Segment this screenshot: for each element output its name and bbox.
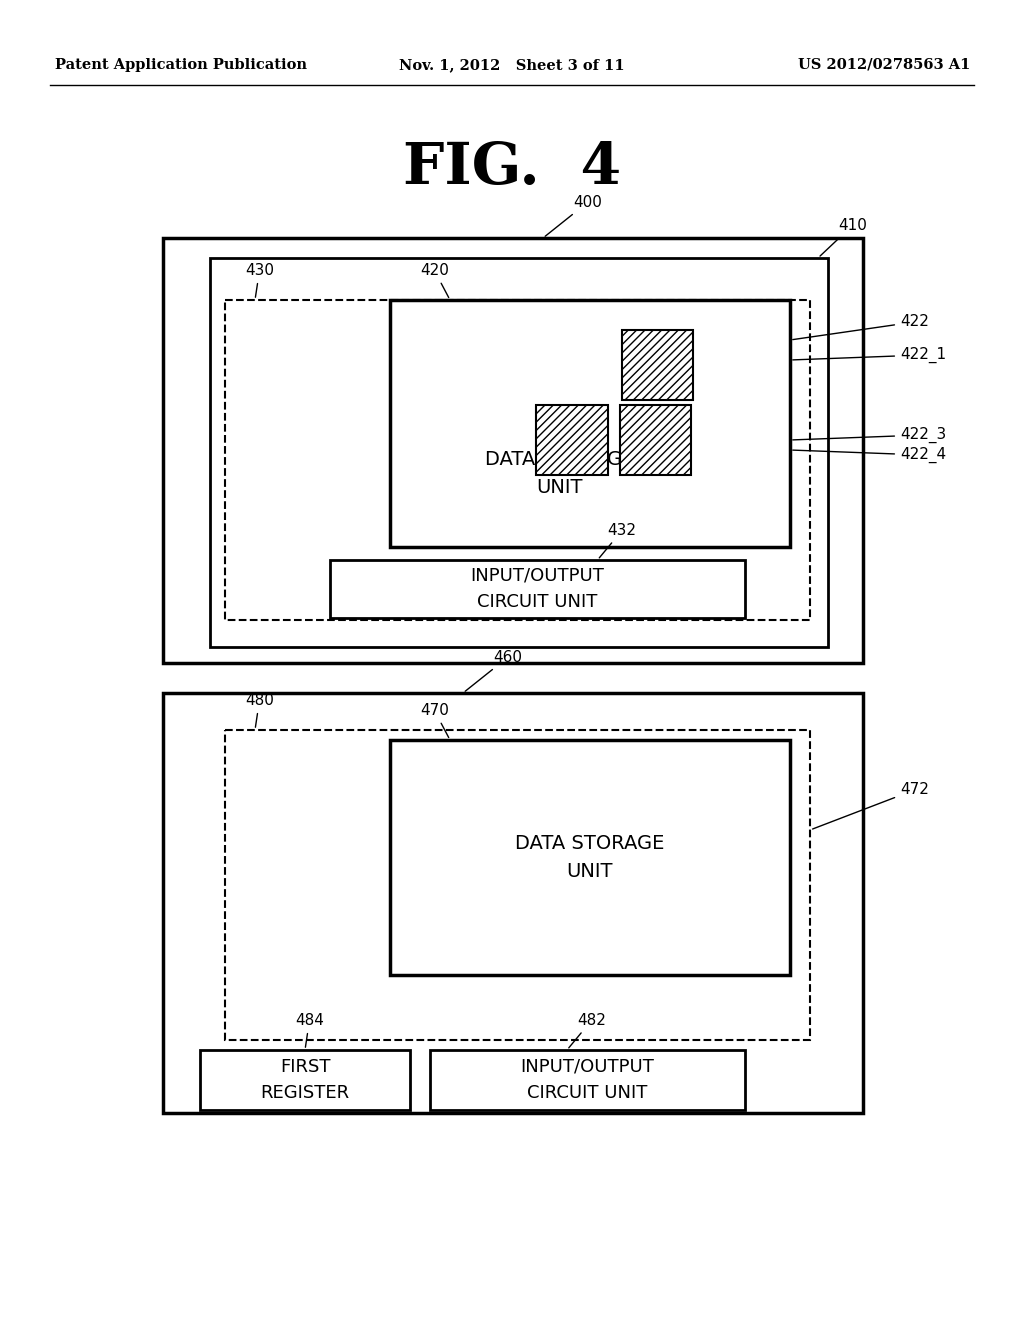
Text: 422: 422	[793, 314, 929, 339]
Text: DATA STORAGE
UNIT: DATA STORAGE UNIT	[515, 834, 665, 880]
Text: FIG.  4: FIG. 4	[402, 140, 622, 195]
Text: 422_4: 422_4	[793, 447, 946, 463]
Bar	[622, 330, 693, 400]
Text: DATA STORAGE
UNIT: DATA STORAGE UNIT	[485, 450, 635, 498]
Bar	[225, 300, 810, 620]
Text: 422_3: 422_3	[793, 426, 946, 444]
Text: 432: 432	[599, 523, 637, 558]
Text: 410: 410	[820, 218, 867, 256]
Text: 482: 482	[568, 1012, 606, 1048]
Text: 400: 400	[545, 195, 602, 236]
Text: Patent Application Publication: Patent Application Publication	[55, 58, 307, 73]
Bar	[200, 1049, 410, 1110]
Bar	[536, 405, 608, 475]
Text: 422_1: 422_1	[793, 347, 946, 363]
Text: 460: 460	[465, 649, 522, 692]
Text: 472: 472	[813, 783, 929, 829]
Bar	[330, 560, 745, 618]
Bar	[163, 238, 863, 663]
Text: FIRST
REGISTER: FIRST REGISTER	[260, 1057, 349, 1102]
Text: INPUT/OUTPUT
CIRCUIT UNIT: INPUT/OUTPUT CIRCUIT UNIT	[471, 566, 604, 611]
Text: 420: 420	[420, 263, 449, 297]
Bar	[163, 693, 863, 1113]
Bar	[390, 741, 790, 975]
Text: 470: 470	[420, 704, 449, 738]
Text: 484: 484	[295, 1012, 324, 1047]
Text: INPUT/OUTPUT
CIRCUIT UNIT: INPUT/OUTPUT CIRCUIT UNIT	[520, 1057, 654, 1102]
Text: 430: 430	[245, 263, 274, 297]
Text: 480: 480	[245, 693, 273, 727]
Bar	[210, 257, 828, 647]
Text: US 2012/0278563 A1: US 2012/0278563 A1	[798, 58, 970, 73]
Bar	[430, 1049, 745, 1110]
Text: Nov. 1, 2012   Sheet 3 of 11: Nov. 1, 2012 Sheet 3 of 11	[399, 58, 625, 73]
Bar	[536, 405, 608, 475]
Bar	[620, 405, 691, 475]
Bar	[620, 405, 691, 475]
Bar	[390, 300, 790, 546]
Bar	[225, 730, 810, 1040]
Bar	[622, 330, 693, 400]
